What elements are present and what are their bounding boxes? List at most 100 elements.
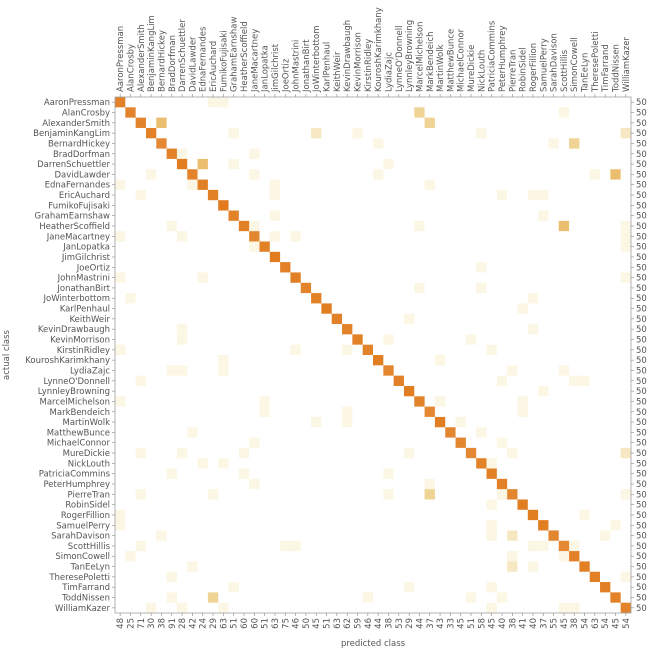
matrix-cell-diagonal xyxy=(300,282,312,294)
left-class-label: MichaelConnor xyxy=(47,439,111,449)
matrix-cell-diagonal xyxy=(280,262,291,273)
actual-total: 50 xyxy=(636,119,647,129)
top-class-label: SamuelPerry xyxy=(539,38,549,92)
matrix-cell xyxy=(538,210,549,221)
matrix-cell xyxy=(342,344,353,355)
matrix-cell-diagonal xyxy=(589,571,601,583)
matrix-cell xyxy=(476,262,487,273)
predicted-total: 40 xyxy=(529,618,539,629)
left-class-label: KarlPenhaul xyxy=(60,305,110,315)
matrix-cell xyxy=(476,282,487,294)
actual-total: 50 xyxy=(636,98,647,108)
actual-total: 50 xyxy=(636,139,647,149)
predicted-total: 58 xyxy=(477,618,487,629)
matrix-cell-diagonal xyxy=(342,324,353,335)
matrix-cell xyxy=(496,592,508,603)
top-class-label: KirstinRidley xyxy=(364,39,374,92)
predicted-total: 28 xyxy=(178,618,188,629)
predicted-total: 59 xyxy=(354,618,364,629)
matrix-cell xyxy=(486,520,497,531)
matrix-cell xyxy=(548,138,559,149)
matrix-cell xyxy=(187,561,198,572)
matrix-cell xyxy=(517,406,528,417)
matrix-cell-diagonal xyxy=(579,561,590,572)
predicted-total: 45 xyxy=(612,618,622,629)
matrix-cell xyxy=(424,489,435,500)
top-class-label: DavidLawder xyxy=(188,36,198,92)
top-class-label: ToddNissen xyxy=(612,44,622,93)
matrix-cell xyxy=(166,220,177,232)
matrix-cell xyxy=(269,231,281,242)
matrix-cell xyxy=(135,540,146,552)
matrix-cell xyxy=(342,416,353,428)
actual-total: 50 xyxy=(636,160,647,170)
matrix-cell xyxy=(486,530,497,541)
actual-total: 50 xyxy=(636,573,647,583)
matrix-cell xyxy=(486,344,497,355)
left-class-label: MatthewBunce xyxy=(47,428,110,438)
actual-total-labels: 5050505050505050505050505050505050505050… xyxy=(636,98,647,614)
matrix-cell xyxy=(569,540,580,552)
matrix-cell xyxy=(383,468,394,479)
matrix-cell xyxy=(558,365,570,376)
predicted-total: 51 xyxy=(467,618,477,629)
actual-total: 50 xyxy=(636,336,647,346)
matrix-cell-diagonal xyxy=(600,582,611,593)
actual-total: 50 xyxy=(636,346,647,356)
matrix-cell xyxy=(569,375,580,386)
top-class-label: BernardHickey xyxy=(157,30,167,92)
left-class-label: JoeOrtiz xyxy=(76,263,111,273)
matrix-cell xyxy=(115,509,126,521)
predicted-total: 63 xyxy=(333,618,343,629)
top-class-label: TimFarrand xyxy=(601,44,611,93)
matrix-cell-diagonal xyxy=(166,148,177,159)
predicted-total: 50 xyxy=(302,618,312,629)
matrix-cell-diagonal xyxy=(393,375,404,386)
matrix-cell xyxy=(373,169,384,180)
matrix-cell xyxy=(569,138,580,149)
actual-total: 50 xyxy=(636,150,647,160)
matrix-cell xyxy=(403,313,415,325)
left-class-label: EricAuchard xyxy=(59,191,110,201)
matrix-cell xyxy=(527,540,539,552)
y-axis-label: actual class xyxy=(2,329,12,380)
matrix-cell xyxy=(589,169,601,180)
top-class-label: MichaelConnor xyxy=(457,28,467,92)
matrix-cell xyxy=(166,571,177,583)
predicted-total: 33 xyxy=(446,618,456,629)
left-class-label: KevinDrawbaugh xyxy=(38,325,110,335)
top-class-label: WilliamKazer xyxy=(622,37,632,92)
matrix-cell xyxy=(249,241,260,252)
matrix-cell xyxy=(465,334,477,345)
actual-total: 50 xyxy=(636,253,647,263)
matrix-cell xyxy=(527,561,539,572)
actual-total: 50 xyxy=(636,232,647,242)
matrix-cell xyxy=(249,478,260,490)
top-class-label: JonathanBirt xyxy=(302,39,312,93)
top-class-labels: AaronPressman AlanCrosby AlexanderSmith Ben… xyxy=(116,7,632,93)
matrix-cell xyxy=(115,520,126,531)
predicted-total: 44 xyxy=(374,618,384,629)
top-class-label: JohnMastrini xyxy=(292,40,302,93)
top-class-label: DarrenSchuettler xyxy=(178,19,188,92)
top-class-label: LynnleyBrowning xyxy=(405,20,415,92)
matrix-cell-diagonal xyxy=(445,427,456,438)
matrix-cell xyxy=(434,396,446,407)
tick-marks xyxy=(112,94,634,616)
matrix-cell xyxy=(620,489,631,500)
actual-total: 50 xyxy=(636,263,647,273)
matrix-cell xyxy=(156,117,167,128)
matrix-cell xyxy=(620,220,631,232)
matrix-cell xyxy=(269,210,281,221)
matrix-cell xyxy=(476,427,487,438)
matrix-cell-diagonal xyxy=(207,189,219,201)
matrix-cell-diagonal xyxy=(259,241,270,252)
matrix-frame xyxy=(114,96,632,614)
matrix-cell-diagonal xyxy=(290,272,301,283)
top-class-label: JaneMacartney xyxy=(250,29,260,93)
matrix-cell xyxy=(383,334,394,345)
predicted-total: 54 xyxy=(622,618,632,629)
predicted-total: 51 xyxy=(323,618,333,629)
left-class-label: MureDickie xyxy=(63,449,110,459)
top-class-label: RobinSidel xyxy=(519,47,529,92)
